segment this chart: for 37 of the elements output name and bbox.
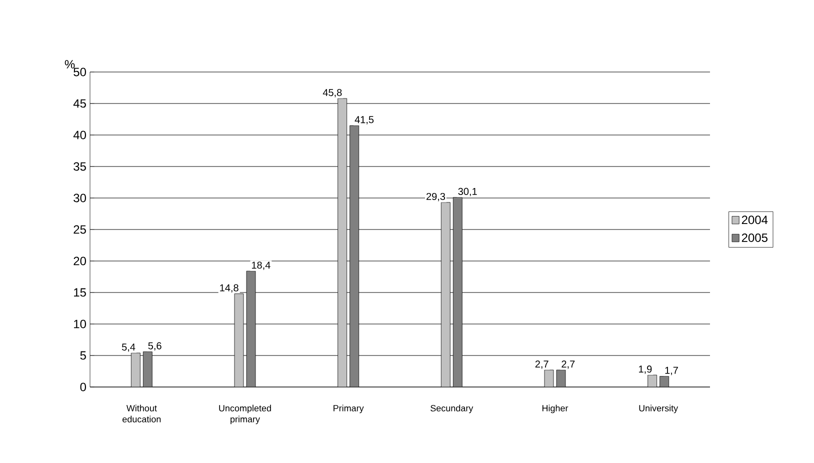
x-tick-label: Secundary xyxy=(430,404,474,414)
x-tick-label: University xyxy=(639,404,678,414)
y-tick-label: 5 xyxy=(80,351,86,360)
y-tick-label: 45 xyxy=(73,99,86,108)
data-label: 18,4 xyxy=(252,262,270,270)
y-tick-label: 30 xyxy=(74,194,86,202)
x-tick-label: Higher xyxy=(542,404,568,414)
y-tick-label: 40 xyxy=(73,130,86,140)
data-label: 45,8 xyxy=(322,89,342,98)
bar xyxy=(338,98,348,387)
y-tick-label: 20 xyxy=(74,256,86,266)
y-tick-label: 10 xyxy=(74,320,86,328)
data-label: 1,9 xyxy=(638,366,652,374)
y-tick-label: 15 xyxy=(74,288,86,297)
y-tick-label: 0 xyxy=(80,382,86,392)
bar xyxy=(350,125,360,387)
data-label: 1,7 xyxy=(665,366,678,376)
data-label: 29,3 xyxy=(426,192,446,202)
y-tick-label: 25 xyxy=(74,225,86,234)
x-tick-label: Without education xyxy=(122,404,161,422)
data-label: 30,1 xyxy=(458,188,477,196)
y-tick-label: 50 xyxy=(74,68,86,76)
legend-label: 2004 xyxy=(742,216,768,224)
bar xyxy=(452,197,462,387)
x-tick-label: Uncompleted primary xyxy=(219,404,271,424)
legend-label: 2005 xyxy=(742,233,768,242)
data-label: 5,6 xyxy=(148,342,162,351)
data-label: 41,5 xyxy=(354,116,374,124)
bar xyxy=(130,352,140,387)
y-tick-label: 35 xyxy=(74,162,86,171)
x-tick-label: Primary xyxy=(334,404,364,414)
data-label: 2,7 xyxy=(535,360,548,369)
data-label: 2,7 xyxy=(562,360,575,369)
y-axis-title: % xyxy=(64,60,75,68)
data-label: 5,4 xyxy=(122,344,136,352)
data-label: 14,8 xyxy=(220,284,238,293)
bar xyxy=(142,352,152,387)
